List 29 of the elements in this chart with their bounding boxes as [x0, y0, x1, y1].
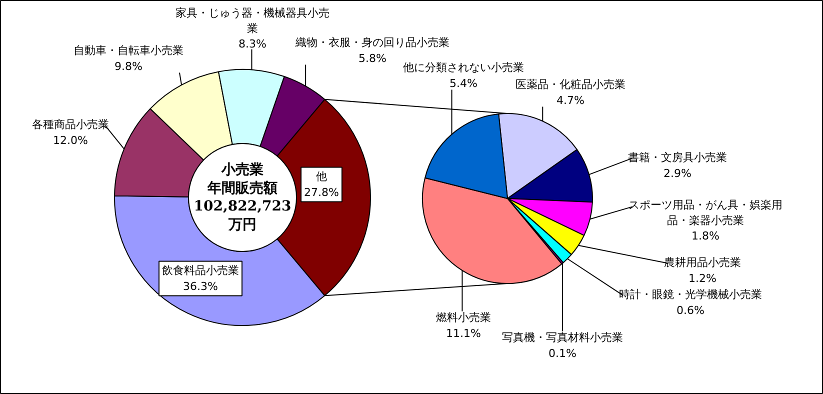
data-label: 9.8%	[114, 60, 142, 73]
slice-label: 他	[316, 170, 327, 184]
data-label: 0.1%	[548, 346, 576, 360]
slice-label: 農耕用品小売業	[664, 256, 741, 270]
data-label: 4.7%	[556, 94, 584, 107]
slice-label: 家具・じゅう器・機械器具小売業	[176, 6, 330, 35]
slice-label: 他に分類されない小売業	[403, 61, 524, 74]
slice-label: スポーツ用品・がん具・娯楽用品・楽器小売業	[628, 198, 782, 227]
data-label: 5.8%	[358, 52, 386, 65]
data-label: 0.6%	[676, 304, 704, 317]
data-label: 1.8%	[692, 230, 720, 243]
slice-label: 医薬品・化粧品小売業	[516, 78, 626, 92]
data-label: 36.3%	[183, 280, 218, 293]
text: 小売業年間販売額102,822,723万円	[194, 162, 292, 234]
slice-label: 書籍・文房具小売業	[628, 151, 727, 164]
data-label: 1.2%	[688, 272, 716, 285]
slice-label: 各種商品小売業	[32, 118, 109, 132]
data-label: 5.4%	[450, 76, 478, 90]
data-label: 11.1%	[446, 326, 481, 340]
slice-label: 織物・衣服・身の回り品小売業	[294, 36, 450, 50]
slice-label: 燃料小売業	[436, 311, 491, 324]
data-label: 8.3%	[238, 38, 266, 51]
slice-label: 自動車・自転車小売業	[74, 44, 184, 58]
slice-label: 写真機・写真材料小売業	[502, 331, 623, 344]
slice-label: 時計・眼鏡・光学機械小売業	[619, 288, 762, 302]
data-label: 2.9%	[664, 166, 692, 180]
data-label: 27.8%	[304, 186, 339, 199]
data-label: 12.0%	[53, 134, 88, 147]
slice-label: 飲食料品小売業	[162, 264, 239, 278]
